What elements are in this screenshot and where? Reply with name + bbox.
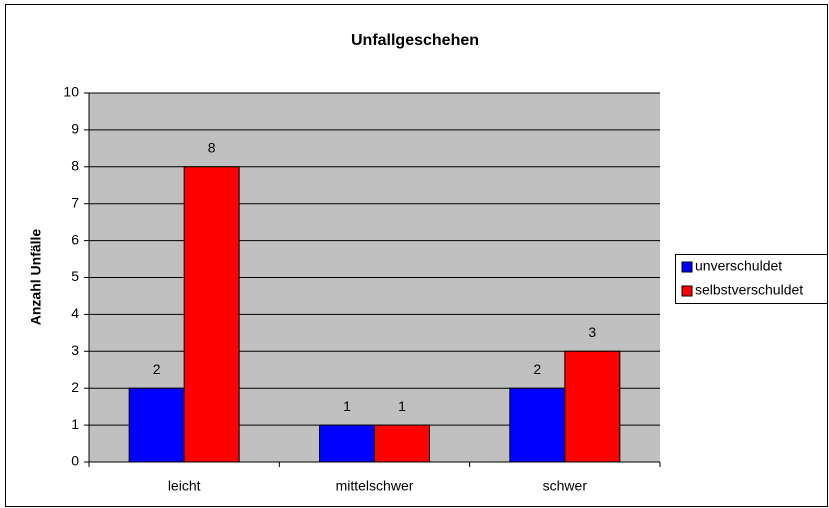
x-tick-label: schwer [543,478,588,494]
y-tick-label: 5 [71,268,79,284]
data-label: 2 [533,361,541,377]
bar [564,350,621,463]
x-tick-label: mittelschwer [336,478,414,494]
y-tick-label: 10 [63,84,79,100]
bar [509,387,566,463]
y-tick-label: 7 [71,194,79,210]
legend-box [675,254,828,304]
bar [128,387,185,463]
bar [319,424,375,463]
data-label: 3 [588,324,596,340]
legend-label: selbstverschuldet [695,282,803,298]
data-label: 1 [343,398,351,414]
legend-swatch [681,261,693,273]
y-tick-label: 3 [71,342,79,358]
y-tick-label: 0 [71,453,79,469]
x-tick-label: leicht [168,478,201,494]
chart-title: Unfallgeschehen [351,32,479,49]
y-tick-label: 9 [71,121,79,137]
data-label: 8 [208,140,216,156]
y-tick-label: 6 [71,231,79,247]
bar [183,166,240,463]
y-axis-title: Anzahl Unfälle [28,229,44,326]
data-label: 2 [153,361,161,377]
legend-label: unverschuldet [695,258,782,274]
bar [374,424,430,463]
y-tick-label: 4 [71,305,79,321]
y-tick-label: 8 [71,158,79,174]
data-label: 1 [398,398,406,414]
legend-swatch [681,285,693,297]
y-tick-label: 1 [71,416,79,432]
y-tick-label: 2 [71,379,79,395]
